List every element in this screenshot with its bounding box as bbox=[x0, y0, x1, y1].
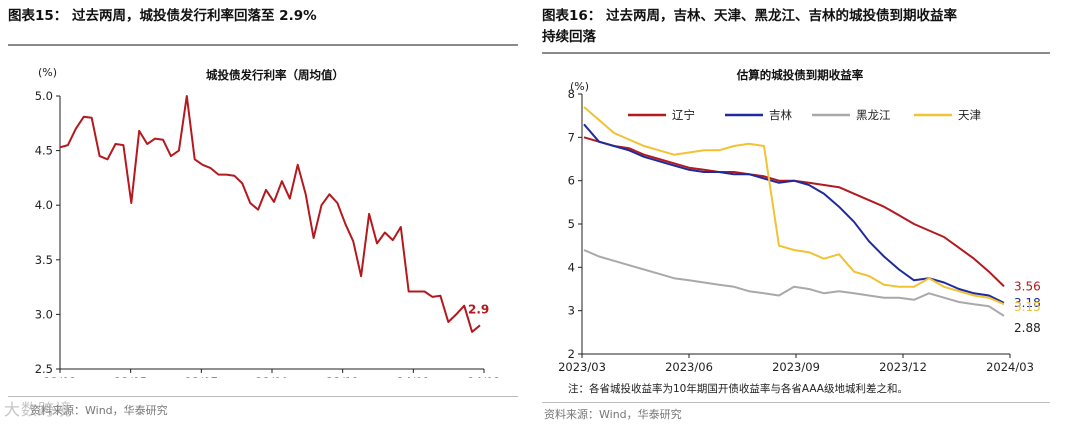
legend-label: 天津 bbox=[958, 108, 981, 122]
right-panel-title-line1: 图表16： 过去两周，吉林、天津、黑龙江、吉林的城投债到期收益率 bbox=[542, 8, 957, 24]
series-line-1 bbox=[583, 123, 1005, 304]
x-tick-label: 2023/03 bbox=[558, 360, 606, 374]
x-tick-label: 23/09 bbox=[255, 375, 288, 378]
x-tick-label: 2023/09 bbox=[772, 360, 820, 374]
x-tick-label: 23/07 bbox=[185, 375, 218, 378]
left-bottom-rule bbox=[8, 396, 518, 397]
legend-label: 黑龙江 bbox=[856, 108, 891, 122]
y-tick-label: 4.5 bbox=[35, 144, 53, 158]
x-tick-label: 23/05 bbox=[114, 375, 147, 378]
y-unit-label: (%) bbox=[570, 80, 589, 93]
end-value-label: 3.15 bbox=[1014, 300, 1041, 314]
legend-label: 吉林 bbox=[769, 108, 792, 122]
x-tick-label: 23/03 bbox=[43, 375, 76, 378]
series-line-3 bbox=[583, 106, 1005, 306]
y-tick-label: 5.0 bbox=[35, 89, 53, 103]
series-line-2 bbox=[583, 249, 1005, 317]
x-tick-label: 24/01 bbox=[397, 375, 430, 378]
y-tick-label: 3 bbox=[568, 304, 575, 318]
end-value-label: 3.56 bbox=[1014, 279, 1041, 293]
annotation-label: 2.9 bbox=[468, 302, 489, 316]
chart-title: 城投债发行利率（周均值） bbox=[206, 68, 344, 82]
chart-note: 注：各省城投收益率为10年期国开债收益率与各省AAA级地城利差之和。 bbox=[568, 382, 908, 395]
right-title-rule bbox=[542, 52, 1050, 54]
y-tick-label: 6 bbox=[568, 174, 575, 188]
series-line-0 bbox=[59, 95, 481, 333]
right-source: 资料来源：Wind，华泰研究 bbox=[544, 408, 682, 421]
chart-title: 估算的城投债到期收益率 bbox=[736, 68, 864, 82]
series-line-0 bbox=[583, 136, 1005, 288]
y-tick-label: 4.0 bbox=[35, 198, 53, 212]
left-title-rule bbox=[8, 44, 518, 46]
y-tick-label: 3.5 bbox=[35, 253, 53, 267]
y-tick-label: 7 bbox=[568, 130, 575, 144]
x-tick-label: 2023/12 bbox=[879, 360, 927, 374]
left-source: 资料来源：Wind，华泰研究 bbox=[30, 404, 168, 417]
x-tick-label: 2023/06 bbox=[665, 360, 713, 374]
y-tick-label: 8 bbox=[568, 87, 575, 101]
legend-label: 辽宁 bbox=[672, 108, 695, 122]
left-panel-title: 图表15： 过去两周，城投债发行利率回落至 2.9% bbox=[8, 8, 317, 24]
y-unit-label: (%) bbox=[38, 66, 57, 79]
y-tick-label: 3.0 bbox=[35, 307, 53, 321]
x-tick-label: 23/11 bbox=[326, 375, 359, 378]
x-tick-label: 2024/03 bbox=[986, 360, 1034, 374]
y-tick-label: 4 bbox=[568, 260, 575, 274]
watermark: 大数跨境 bbox=[4, 400, 73, 419]
end-value-label: 2.88 bbox=[1014, 321, 1041, 335]
right-panel-title-line2: 持续回落 bbox=[542, 29, 596, 45]
left-chart: 城投债发行利率（周均值） (%) 5.0 4.5 4.0 3.5 3.0 2.523/03 23… bbox=[35, 66, 501, 378]
right-bottom-rule bbox=[542, 402, 1050, 403]
y-tick-label: 2.5 bbox=[35, 362, 53, 376]
x-tick-label: 24/03 bbox=[467, 375, 500, 378]
y-tick-label: 5 bbox=[568, 217, 575, 231]
end-value-label: 3.18 bbox=[1014, 296, 1041, 310]
y-tick-label: 2 bbox=[568, 347, 575, 361]
